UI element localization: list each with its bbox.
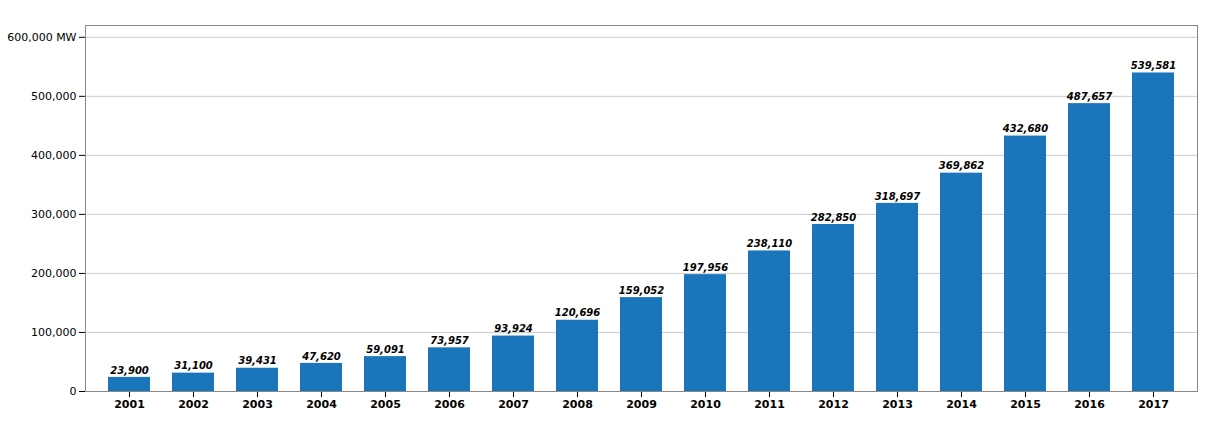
- svg-text:47,620: 47,620: [301, 351, 341, 362]
- svg-text:2017: 2017: [1138, 398, 1169, 411]
- svg-text:238,110: 238,110: [747, 238, 793, 249]
- svg-text:2016: 2016: [1074, 398, 1105, 411]
- svg-text:2007: 2007: [498, 398, 529, 411]
- svg-text:59,091: 59,091: [366, 344, 405, 355]
- svg-text:2013: 2013: [882, 398, 913, 411]
- svg-text:39,431: 39,431: [238, 355, 277, 366]
- svg-text:400,000: 400,000: [31, 149, 77, 162]
- svg-text:369,862: 369,862: [939, 160, 985, 171]
- svg-text:2006: 2006: [434, 398, 465, 411]
- svg-text:318,697: 318,697: [875, 191, 921, 202]
- svg-text:2015: 2015: [1010, 398, 1041, 411]
- svg-text:539,581: 539,581: [1131, 60, 1177, 71]
- svg-text:0: 0: [70, 385, 77, 398]
- svg-text:23,900: 23,900: [110, 365, 149, 376]
- svg-text:2003: 2003: [242, 398, 273, 411]
- svg-text:2010: 2010: [690, 398, 721, 411]
- svg-text:2002: 2002: [178, 398, 209, 411]
- svg-text:197,956: 197,956: [683, 262, 729, 273]
- svg-text:2014: 2014: [946, 398, 977, 411]
- svg-text:2009: 2009: [626, 398, 657, 411]
- svg-text:200,000: 200,000: [31, 267, 77, 280]
- svg-text:2005: 2005: [370, 398, 401, 411]
- svg-text:100,000: 100,000: [31, 326, 77, 339]
- svg-text:2012: 2012: [818, 398, 849, 411]
- svg-text:2001: 2001: [114, 398, 145, 411]
- svg-text:159,052: 159,052: [619, 285, 665, 296]
- svg-text:2011: 2011: [754, 398, 785, 411]
- svg-text:487,657: 487,657: [1066, 91, 1113, 102]
- svg-text:432,680: 432,680: [1002, 123, 1049, 134]
- svg-text:120,696: 120,696: [555, 307, 601, 318]
- svg-text:300,000: 300,000: [31, 208, 77, 221]
- svg-text:93,924: 93,924: [494, 323, 533, 334]
- svg-text:282,850: 282,850: [811, 212, 857, 223]
- svg-text:500,000: 500,000: [31, 90, 77, 103]
- svg-text:2008: 2008: [562, 398, 593, 411]
- svg-text:600,000 MW: 600,000 MW: [7, 31, 76, 44]
- svg-text:2004: 2004: [306, 398, 337, 411]
- svg-text:31,100: 31,100: [174, 360, 213, 371]
- svg-text:73,957: 73,957: [430, 335, 469, 346]
